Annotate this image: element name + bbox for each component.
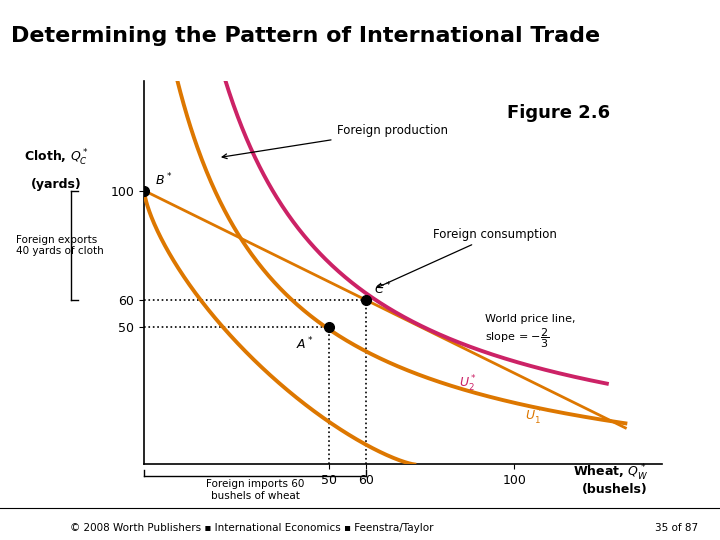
Text: Determining the Pattern of International Trade: Determining the Pattern of International…	[11, 25, 600, 46]
Text: (bushels): (bushels)	[582, 483, 648, 496]
Text: $A^*$: $A^*$	[296, 336, 314, 353]
Text: Foreign production: Foreign production	[222, 124, 448, 159]
Text: (yards): (yards)	[30, 178, 81, 191]
Text: © 2008 Worth Publishers ▪ International Economics ▪ Feenstra/Taylor: © 2008 Worth Publishers ▪ International …	[71, 523, 433, 533]
Text: Cloth, $Q_C^*$: Cloth, $Q_C^*$	[24, 147, 88, 168]
Text: Figure 2.6: Figure 2.6	[507, 104, 610, 122]
Text: World price line,: World price line,	[485, 314, 575, 324]
Text: $C^*$: $C^*$	[374, 281, 391, 298]
Text: $B^*$: $B^*$	[155, 172, 172, 188]
Text: Foreign imports 60
bushels of wheat: Foreign imports 60 bushels of wheat	[206, 479, 305, 501]
Text: 35 of 87: 35 of 87	[655, 523, 698, 533]
Text: $U_2^*$: $U_2^*$	[459, 374, 477, 394]
Text: slope = $-\dfrac{2}{3}$: slope = $-\dfrac{2}{3}$	[485, 326, 549, 350]
Text: Foreign consumption: Foreign consumption	[377, 228, 557, 288]
Text: Foreign exports
40 yards of cloth: Foreign exports 40 yards of cloth	[16, 234, 104, 256]
Text: Wheat, $Q_W^*$: Wheat, $Q_W^*$	[572, 462, 648, 483]
Text: $U_1^*$: $U_1^*$	[526, 407, 544, 427]
